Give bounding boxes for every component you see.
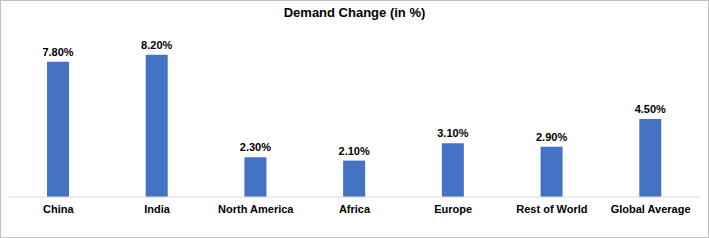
svg-text:2.90%: 2.90% (536, 131, 567, 143)
svg-text:Rest of World: Rest of World (516, 203, 587, 215)
svg-text:Europe: Europe (434, 203, 472, 215)
svg-text:Global Average: Global Average (611, 203, 691, 215)
svg-text:India: India (144, 203, 171, 215)
svg-text:4.50%: 4.50% (635, 103, 666, 115)
svg-text:7.80%: 7.80% (42, 46, 73, 58)
html-text:Demand Change (in %): Demand Change (in %) (283, 5, 426, 20)
svg-text:Africa: Africa (339, 203, 371, 215)
svg-text:2.10%: 2.10% (339, 145, 370, 157)
svg-text:8.20%: 8.20% (141, 39, 172, 51)
svg-text:2.30%: 2.30% (240, 141, 271, 153)
svg-text:China: China (43, 203, 74, 215)
svg-text:3.10%: 3.10% (437, 127, 468, 139)
svg-text:North America: North America (218, 203, 294, 215)
